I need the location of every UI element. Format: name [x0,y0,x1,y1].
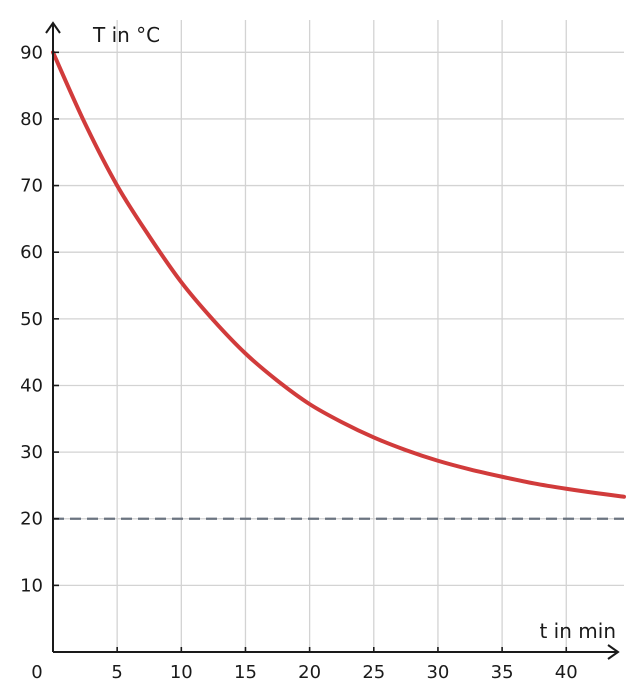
x-tick-label: 15 [234,662,257,683]
y-tick-label: 50 [20,309,43,330]
ticks: 5 10 15 20 25 30 35 40 10 20 30 40 50 60 70 80 90 [20,42,578,683]
series-layer [51,50,626,520]
x-tick-label: 10 [170,662,193,683]
y-axis-arrow [45,21,61,34]
x-tick-label: 40 [555,662,578,683]
y-tick-label: 90 [20,42,43,63]
y-tick-label: 70 [20,176,43,197]
y-tick-label: 10 [20,575,43,596]
grid [53,20,624,652]
x-tick-label: 30 [426,662,449,683]
axes [45,21,620,660]
x-tick-label: 35 [491,662,514,683]
x-axis-arrow [607,644,620,660]
origin-label: 0 [31,662,42,683]
y-tick-label: 20 [20,509,43,530]
y-axis-title: T in °C [92,23,160,47]
x-axis-title: t in min [539,619,616,643]
y-tick-label: 60 [20,242,43,263]
x-tick-label: 5 [111,662,122,683]
cooling-curve [51,50,626,499]
x-tick-label: 20 [298,662,321,683]
x-tick-label: 25 [362,662,385,683]
y-tick-label: 80 [20,109,43,130]
y-tick-label: 30 [20,442,43,463]
y-tick-label: 40 [20,375,43,396]
